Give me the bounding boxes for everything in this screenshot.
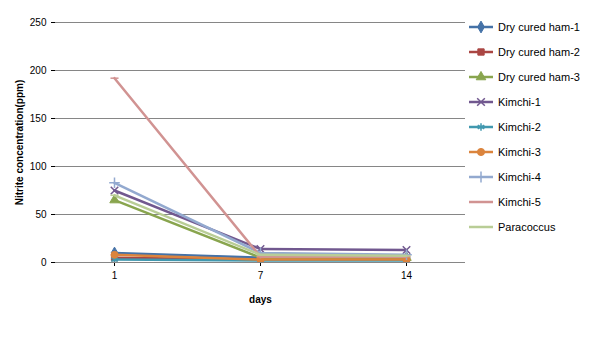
html-text:Kimchi-1: Kimchi-1 (498, 95, 541, 108)
svg-text:7: 7 (258, 270, 264, 281)
html-text:Dry cured ham-1: Dry cured ham-1 (498, 20, 580, 33)
html-text:Paracoccus: Paracoccus (498, 220, 556, 233)
svg-text:14: 14 (401, 270, 413, 281)
svg-text:0: 0 (41, 257, 47, 268)
svg-text:50: 50 (35, 209, 47, 220)
html-text:Dry cured ham-3: Dry cured ham-3 (498, 70, 580, 83)
svg-text:1: 1 (112, 270, 118, 281)
html-text:Dry cured ham-2: Dry cured ham-2 (498, 45, 580, 58)
svg-text:200: 200 (30, 65, 47, 76)
svg-text:days: days (249, 294, 272, 305)
svg-text:150: 150 (30, 113, 47, 124)
html-text:Kimchi-3: Kimchi-3 (498, 145, 541, 158)
html-text:Kimchi-4: Kimchi-4 (498, 170, 541, 183)
svg-text:Nitrite concentration(ppm): Nitrite concentration(ppm) (14, 80, 25, 206)
svg-text:100: 100 (30, 161, 47, 172)
html-text:Kimchi-5: Kimchi-5 (498, 195, 541, 208)
svg-text:250: 250 (30, 17, 47, 28)
html-text:Kimchi-2: Kimchi-2 (498, 120, 541, 133)
